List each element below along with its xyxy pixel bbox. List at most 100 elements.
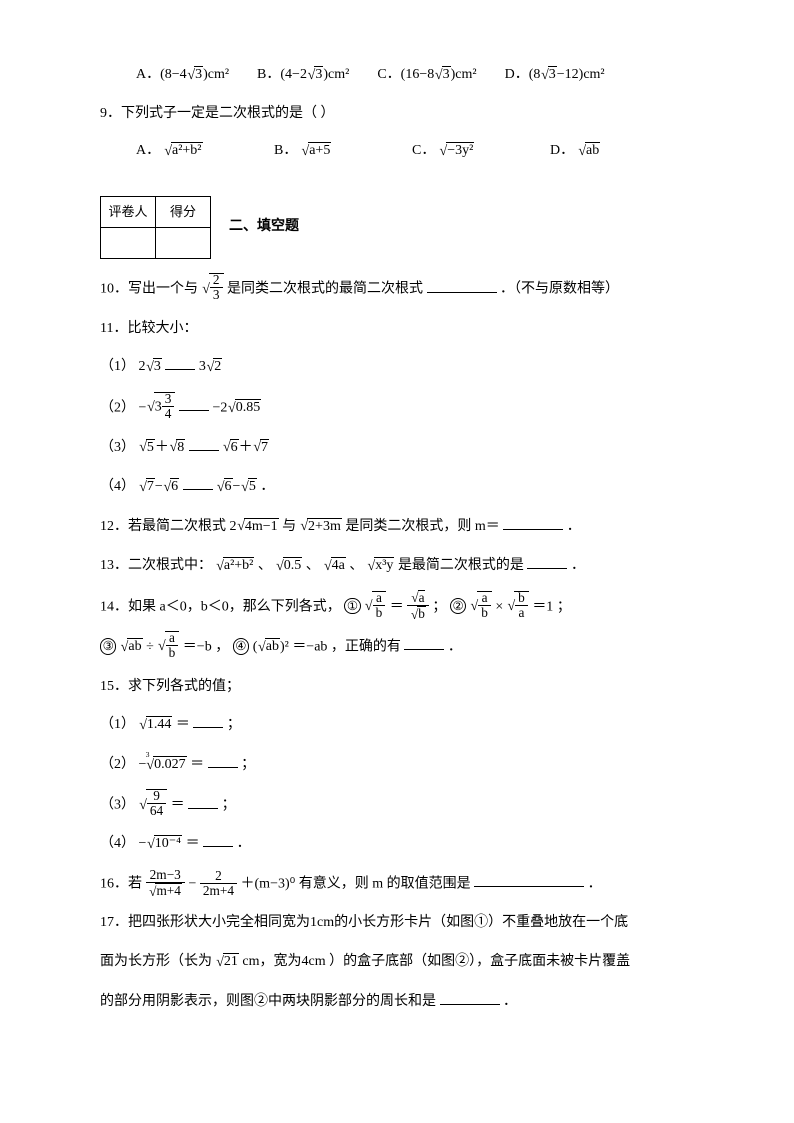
q10-mid: 是同类二次根式的最简二次根式 (227, 282, 423, 297)
q11-1-blank[interactable] (165, 355, 195, 370)
q17-l3a: 的部分用阴影表示，则图②中两块阴影部分的周长和是 (100, 994, 436, 1009)
q8-c-unit: cm² (455, 67, 476, 82)
q13-dot: ． (571, 558, 585, 573)
q16: 16．若 2m−3m+4 − 22m+4 ＋(m−3)⁰ 有意义，则 m 的取值… (100, 869, 694, 900)
q13-lead: 13．二次根式中： (100, 558, 212, 573)
q13-s1: 、 (258, 558, 276, 573)
q14-line1: 14．如果 a＜0，b＜0，那么下列各式， ① ab ＝ ab ； ② ab ×… (100, 591, 694, 623)
q11-4-label: （4） (100, 479, 135, 494)
q15-4-dot: ． (237, 836, 251, 851)
q15-3-eq: ＝ (171, 798, 185, 813)
q10: 10．写出一个与 23 是同类二次根式的最简二次根式 ．（不与原数相等） (100, 273, 694, 305)
q9-stem: 9．下列式子一定是二次根式的是（ ） (100, 99, 694, 130)
q15-3-blank[interactable] (188, 794, 218, 809)
q12-mid2: 是同类二次根式，则 m＝ (345, 519, 499, 534)
q11-lead: 11．比较大小： (100, 314, 694, 345)
q17-dot: ． (503, 994, 517, 1009)
q15-2: （2） −30.027 ＝ ； (100, 750, 694, 781)
q16-blank[interactable] (474, 872, 584, 887)
q9-c-lead: C． (412, 143, 435, 158)
q14-comma: ， (215, 639, 229, 654)
q17-blank[interactable] (440, 990, 500, 1005)
q17-l1: 17．把四张形状大小完全相同宽为1cm的小长方形卡片（如图①）不重叠地放在一个底 (100, 908, 694, 939)
q12-blank[interactable] (503, 515, 563, 530)
q15-1-eq: ＝ (176, 717, 190, 732)
q8-a-lead: A． (136, 67, 160, 82)
score-table: 评卷人 得分 (100, 196, 211, 260)
q14-eq1: ＝1 (532, 599, 553, 614)
q9-b-lead: B． (274, 143, 297, 158)
q8-opt-b: B．(4−23)cm² (257, 60, 349, 91)
q15-1-blank[interactable] (193, 713, 223, 728)
q17-l2: 面为长方形（长为 21 cm，宽为4cm ）的盒子底部（如图②），盒子底面未被卡… (100, 947, 694, 978)
q15-4: （4） −10⁻⁴ ＝ ． (100, 829, 694, 860)
q15-lead: 15．求下列各式的值； (100, 672, 694, 703)
q11-2: （2） −334 −20.85 (100, 392, 694, 425)
q15-4-label: （4） (100, 836, 135, 851)
q14-eqab: ＝−ab (292, 639, 327, 654)
q8-opt-c: C．(16−83)cm² (377, 60, 476, 91)
q8-b-lead: B． (257, 67, 280, 82)
q15-2-blank[interactable] (208, 753, 238, 768)
q17-l2b: cm，宽为4cm ）的盒子底部（如图②），盒子底面未被卡片覆盖 (242, 954, 630, 969)
q13-tail: 是最简二次根式的是 (398, 558, 524, 573)
q15-3: （3） 964 ＝ ； (100, 789, 694, 821)
q17-l3: 的部分用阴影表示，则图②中两块阴影部分的周长和是 ． (100, 987, 694, 1018)
q15-1-semi: ； (227, 717, 241, 732)
q14-semi1: ； (432, 599, 446, 614)
q13-s3: 、 (349, 558, 367, 573)
q15-2-label: （2） (100, 757, 135, 772)
q14-c2: ② (450, 598, 466, 614)
q11-2-blank[interactable] (179, 396, 209, 411)
q8-b-unit: cm² (328, 67, 349, 82)
q15-3-semi: ； (222, 798, 236, 813)
q8-a-unit: cm² (208, 67, 229, 82)
q14-c1: ① (344, 598, 360, 614)
q10-tail: ．（不与原数相等） (500, 282, 619, 297)
q15-3-label: （3） (100, 798, 135, 813)
q14-line2: ③ ab ÷ ab ＝−b ， ④ (ab)² ＝−ab ，正确的有 ． (100, 631, 694, 664)
q14-blank[interactable] (404, 635, 444, 650)
q15-2-semi: ； (241, 757, 255, 772)
q8-options: A．(8−43)cm² B．(4−23)cm² C．(16−83)cm² D．(… (100, 60, 694, 91)
q14-lead: 14．如果 a＜0，b＜0，那么下列各式， (100, 599, 341, 614)
q13: 13．二次根式中： a²+b² 、 0.5 、 4a 、 x³y 是最简二次根式… (100, 551, 694, 582)
q11-3: （3） 5＋8 6＋7 (100, 433, 694, 464)
q9-opt-a: A． a²+b² (136, 136, 246, 167)
q9-a-lead: A． (136, 143, 160, 158)
score-col1: 评卷人 (101, 196, 156, 228)
q12-lead: 12．若最简二次根式 (100, 519, 226, 534)
q11-2-label: （2） (100, 400, 135, 415)
q17-l2a: 面为长方形（长为 (100, 954, 216, 969)
q11-3-blank[interactable] (189, 436, 219, 451)
q10-lead: 10．写出一个与 (100, 282, 202, 297)
q16-mid: 有意义，则 m 的取值范围是 (299, 876, 471, 891)
section-2-title: 二、填空题 (229, 212, 299, 243)
score-blank1[interactable] (101, 228, 156, 259)
score-blank2[interactable] (156, 228, 211, 259)
q11-4-dot: ． (260, 479, 274, 494)
q9-d-lead: D． (550, 143, 574, 158)
q10-blank[interactable] (427, 278, 497, 293)
q11-1: （1） 23 32 (100, 352, 694, 383)
q11-3-label: （3） (100, 440, 135, 455)
q15-4-eq: ＝ (186, 836, 200, 851)
q8-opt-d: D．(83−12)cm² (505, 60, 605, 91)
q14-tail: ，正确的有 (331, 639, 401, 654)
q14-eqb: ＝−b (183, 639, 212, 654)
q14-c4: ④ (233, 638, 249, 654)
q11-1-label: （1） (100, 359, 135, 374)
q11-4: （4） 7−6 6−5 ． (100, 472, 694, 503)
q14-semi2: ； (557, 599, 571, 614)
q8-opt-a: A．(8−43)cm² (136, 60, 229, 91)
q15-4-blank[interactable] (203, 832, 233, 847)
q9-options: A． a²+b² B． a+5 C． −3y² D． ab (100, 136, 694, 167)
q9-opt-b: B． a+5 (274, 136, 384, 167)
score-col2: 得分 (156, 196, 211, 228)
q12-mid1: 与 (282, 519, 300, 534)
q11-4-blank[interactable] (183, 475, 213, 490)
q13-blank[interactable] (527, 554, 567, 569)
section-2-header: 评卷人 得分 二、填空题 (100, 196, 694, 260)
q9-opt-c: C． −3y² (412, 136, 522, 167)
q15-1-label: （1） (100, 717, 135, 732)
